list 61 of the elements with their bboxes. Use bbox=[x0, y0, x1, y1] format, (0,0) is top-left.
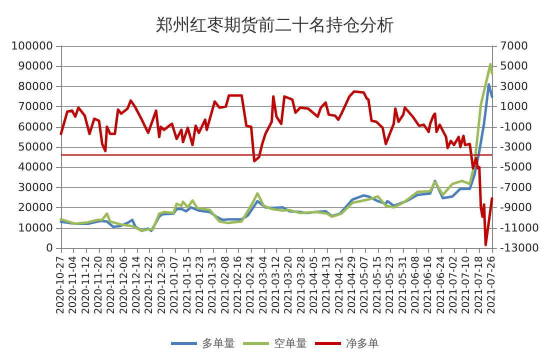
y2-tick-label: 1000 bbox=[500, 100, 528, 114]
x-tick-label: 2021-05-23 bbox=[385, 256, 396, 314]
y-tick-label: 100000 bbox=[10, 40, 53, 52]
x-tick-label: 2021-05-15 bbox=[372, 256, 384, 314]
y2-tick-label: -3000 bbox=[500, 140, 532, 154]
y-tick-label: 0 bbox=[46, 242, 53, 254]
x-tick-label: 2021-03-28 bbox=[296, 256, 308, 314]
x-tick-label: 2021-07-10 bbox=[461, 256, 472, 314]
x-tick-label: 2020-11-12 bbox=[80, 256, 92, 314]
x-tick-label: 2021-02-08 bbox=[220, 256, 232, 314]
x-tick-label: 2021-01-31 bbox=[208, 256, 219, 314]
x-tick-label: 2021-04-13 bbox=[322, 256, 333, 314]
x-tick-label: 2020-12-22 bbox=[144, 256, 156, 314]
y2-tick-label: 7000 bbox=[500, 40, 528, 52]
x-tick-label: 2021-05-07 bbox=[360, 256, 371, 314]
x-tick-label: 2021-05-31 bbox=[398, 256, 409, 314]
x-tick-label: 2021-04-21 bbox=[334, 256, 346, 314]
y-tick-label: 30000 bbox=[18, 180, 53, 194]
legend-label: 多单量 bbox=[202, 337, 235, 350]
y2-tick-label: 3000 bbox=[500, 80, 528, 93]
x-tick-label: 2021-07-26 bbox=[486, 256, 498, 314]
y2-tick-label: -5000 bbox=[500, 160, 532, 174]
y2-tick-label: -11000 bbox=[500, 221, 539, 234]
x-tick-label: 2021-04-05 bbox=[309, 256, 320, 314]
x-tick-label: 2020-10-27 bbox=[55, 256, 66, 314]
x-tick-label: 2021-03-12 bbox=[270, 256, 282, 314]
x-tick-label: 2021-06-16 bbox=[423, 256, 434, 314]
x-tick-label: 2020-11-04 bbox=[68, 256, 80, 314]
y2-tick-label: -7000 bbox=[500, 180, 532, 194]
x-tick-label: 2021-02-24 bbox=[246, 256, 257, 314]
y2-tick-label: -9000 bbox=[500, 201, 532, 214]
y2-tick-label: -13000 bbox=[500, 242, 539, 254]
y2-tick-label: 5000 bbox=[500, 60, 528, 73]
x-tick-label: 2020-11-28 bbox=[106, 256, 118, 314]
legend-label: 净多单 bbox=[346, 337, 379, 350]
x-tick-label: 2020-12-14 bbox=[132, 256, 143, 314]
x-tick-label: 2020-11-20 bbox=[94, 256, 105, 314]
y-tick-label: 80000 bbox=[18, 80, 53, 93]
x-tick-label: 2021-01-15 bbox=[182, 256, 194, 314]
y-tick-label: 50000 bbox=[18, 140, 53, 154]
y-tick-label: 10000 bbox=[18, 221, 53, 234]
x-tick-label: 2021-02-16 bbox=[232, 256, 244, 314]
x-tick-label: 2021-04-29 bbox=[347, 256, 358, 314]
y2-tick-label: -1000 bbox=[500, 120, 532, 134]
y-tick-label: 60000 bbox=[18, 120, 53, 134]
chart-title: 郑州红枣期货前二十名持仓分析 bbox=[156, 16, 394, 36]
x-tick-label: 2021-03-20 bbox=[284, 256, 295, 314]
y-tick-label: 70000 bbox=[18, 100, 53, 114]
y-tick-label: 90000 bbox=[18, 60, 53, 73]
x-tick-label: 2020-12-30 bbox=[156, 256, 168, 314]
legend-label: 空单量 bbox=[274, 337, 307, 350]
x-tick-label: 2021-01-23 bbox=[194, 256, 206, 314]
x-tick-label: 2021-01-07 bbox=[170, 256, 181, 314]
x-tick-label: 2021-06-08 bbox=[410, 256, 422, 314]
x-tick-label: 2020-12-06 bbox=[118, 256, 130, 314]
x-tick-label: 2021-07-18 bbox=[474, 256, 485, 314]
x-tick-label: 2021-03-04 bbox=[258, 256, 270, 314]
x-tick-label: 2021-07-02 bbox=[448, 256, 460, 314]
x-tick-label: 2021-06-24 bbox=[436, 256, 447, 314]
y-tick-label: 20000 bbox=[18, 201, 53, 214]
y-tick-label: 40000 bbox=[18, 160, 53, 174]
